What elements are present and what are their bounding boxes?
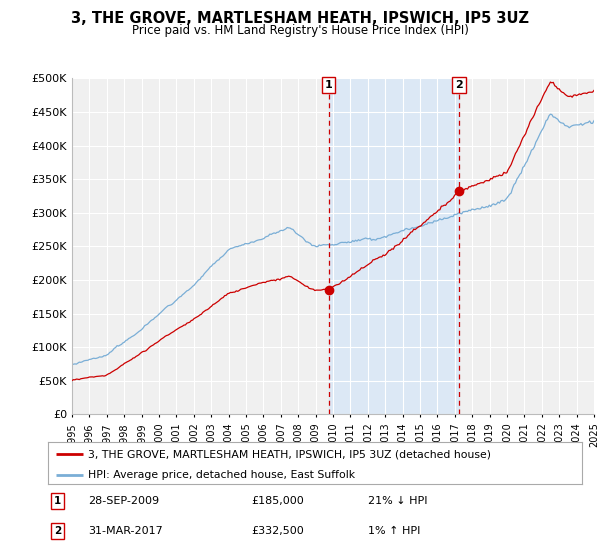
Text: £185,000: £185,000 bbox=[251, 496, 304, 506]
Text: 1% ↑ HPI: 1% ↑ HPI bbox=[368, 526, 421, 535]
Text: Price paid vs. HM Land Registry's House Price Index (HPI): Price paid vs. HM Land Registry's House … bbox=[131, 24, 469, 36]
Bar bbox=[329, 78, 459, 414]
Text: 2: 2 bbox=[455, 80, 463, 90]
Text: 1: 1 bbox=[54, 496, 61, 506]
Text: 3, THE GROVE, MARTLESHAM HEATH, IPSWICH, IP5 3UZ (detached house): 3, THE GROVE, MARTLESHAM HEATH, IPSWICH,… bbox=[88, 449, 491, 459]
Text: 31-MAR-2017: 31-MAR-2017 bbox=[88, 526, 163, 535]
Text: 21% ↓ HPI: 21% ↓ HPI bbox=[368, 496, 428, 506]
Text: £332,500: £332,500 bbox=[251, 526, 304, 535]
Text: HPI: Average price, detached house, East Suffolk: HPI: Average price, detached house, East… bbox=[88, 470, 355, 480]
Text: 28-SEP-2009: 28-SEP-2009 bbox=[88, 496, 159, 506]
Text: 3, THE GROVE, MARTLESHAM HEATH, IPSWICH, IP5 3UZ: 3, THE GROVE, MARTLESHAM HEATH, IPSWICH,… bbox=[71, 11, 529, 26]
Text: 1: 1 bbox=[325, 80, 332, 90]
Text: 2: 2 bbox=[54, 526, 61, 535]
